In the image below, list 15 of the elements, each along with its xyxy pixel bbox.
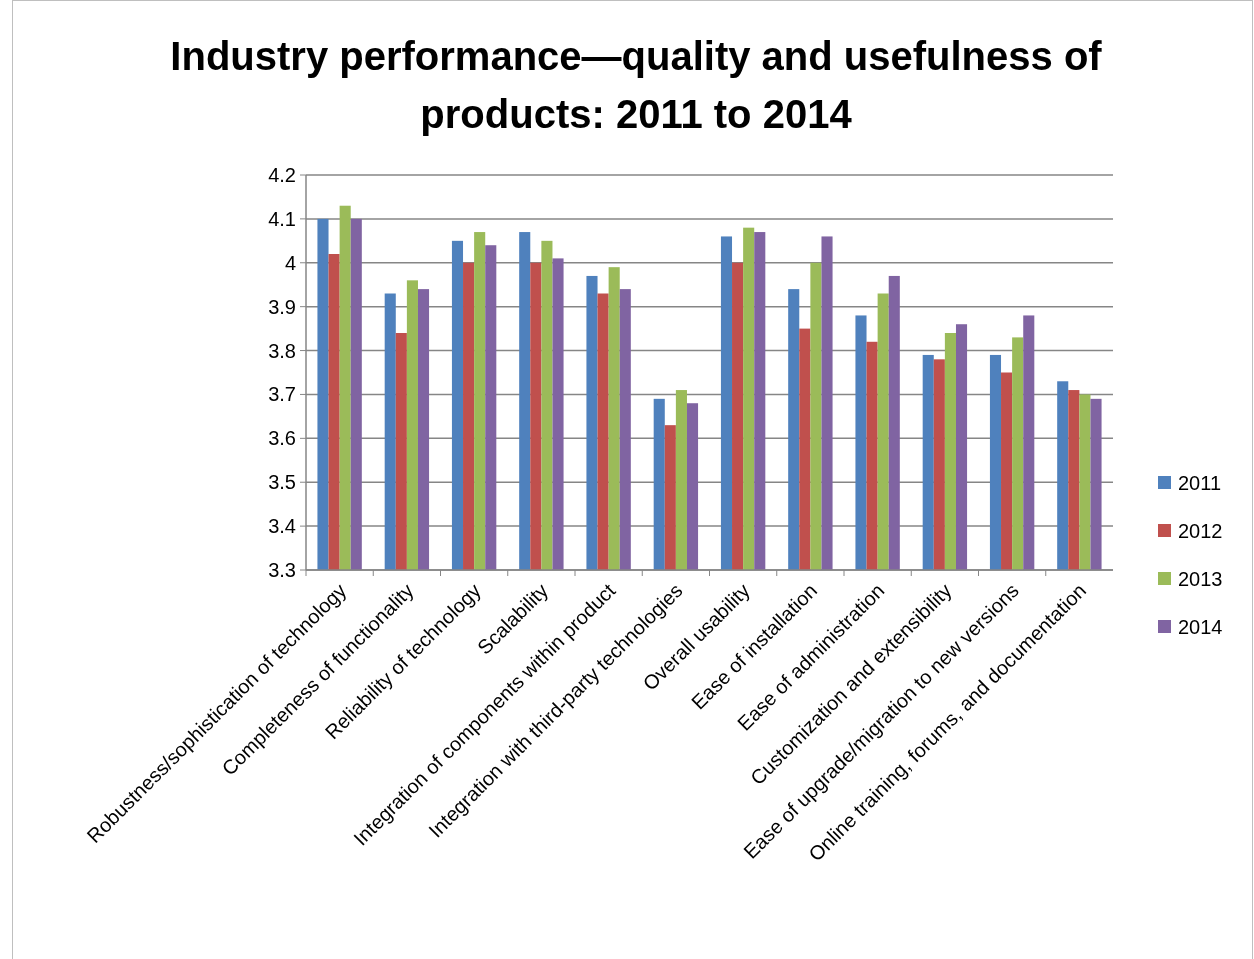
- chart-title: Industry performance—quality and usefulness of products: 2011 to 2014: [170, 34, 1103, 136]
- legend-label: 2011: [1178, 472, 1222, 494]
- y-tick-label: 3.6: [268, 427, 296, 450]
- y-tick-label: 3.8: [268, 339, 296, 362]
- y-tick-label: 3.5: [268, 471, 296, 494]
- y-tick-label: 3.4: [268, 515, 296, 538]
- y-tick-label: 3.3: [268, 559, 296, 581]
- y-tick-label: 4.2: [268, 164, 296, 186]
- y-tick-label: 3.7: [268, 383, 296, 406]
- y-tick-label: 4: [284, 251, 296, 274]
- legend-label: 2013: [1178, 568, 1223, 590]
- y-tick-label: 4.1: [268, 207, 296, 230]
- legend-label: 2012: [1178, 520, 1223, 542]
- y-tick-label: 3.9: [268, 295, 296, 318]
- legend-label: 2014: [1178, 616, 1223, 638]
